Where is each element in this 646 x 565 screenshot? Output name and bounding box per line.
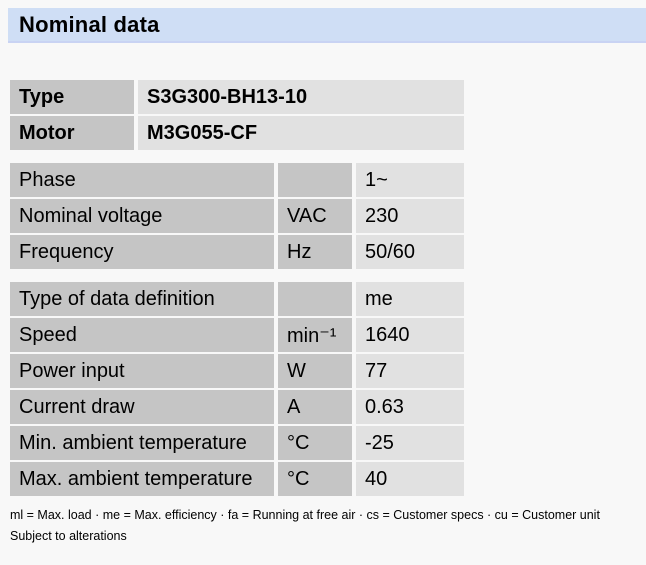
row-unit-cell: VAC: [278, 199, 352, 233]
row-value-cell: S3G300-BH13-10: [138, 80, 464, 114]
row-unit-cell: °C: [278, 462, 352, 496]
row-value-cell: 77: [356, 354, 464, 388]
page-title: Nominal data: [19, 11, 160, 37]
footer: ml = Max. load · me = Max. efficiency · …: [10, 505, 646, 547]
row-value-cell: 0.63: [356, 390, 464, 424]
row-unit-cell: A: [278, 390, 352, 424]
row-unit-cell: °C: [278, 426, 352, 460]
table-row: Phase 1~: [10, 163, 464, 197]
table-row: Min. ambient temperature °C -25: [10, 426, 464, 460]
row-label-cell: Type of data definition: [10, 282, 274, 316]
row-unit-cell: min⁻¹: [278, 318, 352, 352]
row-label-cell: Nominal voltage: [10, 199, 274, 233]
row-label-cell: Power input: [10, 354, 274, 388]
row-label-cell: Speed: [10, 318, 274, 352]
row-label-cell: Min. ambient temperature: [10, 426, 274, 460]
row-value-cell: 1~: [356, 163, 464, 197]
table-row: Current draw A 0.63: [10, 390, 464, 424]
section-header-bar: Nominal data: [8, 8, 646, 43]
table-row: Nominal voltage VAC 230: [10, 199, 464, 233]
row-unit-cell: Hz: [278, 235, 352, 269]
row-value-cell: M3G055-CF: [138, 116, 464, 150]
table-row: Motor M3G055-CF: [10, 116, 464, 150]
table-row: Speed min⁻¹ 1640: [10, 318, 464, 352]
table-row: Type S3G300-BH13-10: [10, 80, 464, 114]
row-label-cell: Max. ambient temperature: [10, 462, 274, 496]
row-value-cell: -25: [356, 426, 464, 460]
row-value-cell: 1640: [356, 318, 464, 352]
row-label-cell: Motor: [10, 116, 134, 150]
spec-table-supply: Phase 1~ Nominal voltage VAC 230 Frequen…: [10, 163, 464, 269]
row-value-cell: 230: [356, 199, 464, 233]
footer-note: Subject to alterations: [10, 529, 127, 543]
table-row: Max. ambient temperature °C 40: [10, 462, 464, 496]
footer-legend: ml = Max. load · me = Max. efficiency · …: [10, 508, 600, 522]
row-unit-cell: [278, 163, 352, 197]
row-unit-cell: W: [278, 354, 352, 388]
spec-table-performance: Type of data definition me Speed min⁻¹ 1…: [10, 282, 464, 496]
row-unit-cell: [278, 282, 352, 316]
row-label-cell: Frequency: [10, 235, 274, 269]
identity-table: Type S3G300-BH13-10 Motor M3G055-CF: [10, 80, 464, 150]
row-label-cell: Phase: [10, 163, 274, 197]
row-value-cell: 40: [356, 462, 464, 496]
row-value-cell: me: [356, 282, 464, 316]
table-row: Frequency Hz 50/60: [10, 235, 464, 269]
table-row: Type of data definition me: [10, 282, 464, 316]
table-row: Power input W 77: [10, 354, 464, 388]
row-value-cell: 50/60: [356, 235, 464, 269]
row-label-cell: Current draw: [10, 390, 274, 424]
row-label-cell: Type: [10, 80, 134, 114]
